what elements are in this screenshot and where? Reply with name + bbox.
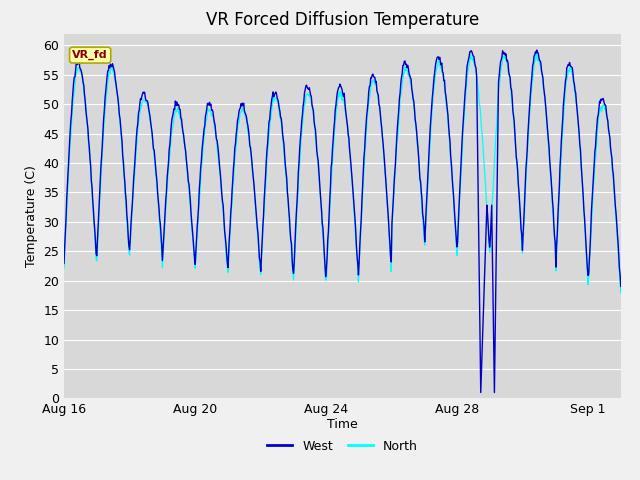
Title: VR Forced Diffusion Temperature: VR Forced Diffusion Temperature	[206, 11, 479, 29]
Text: VR_fd: VR_fd	[72, 50, 108, 60]
X-axis label: Time: Time	[327, 418, 358, 431]
Y-axis label: Temperature (C): Temperature (C)	[24, 165, 38, 267]
Legend: West, North: West, North	[262, 435, 422, 458]
